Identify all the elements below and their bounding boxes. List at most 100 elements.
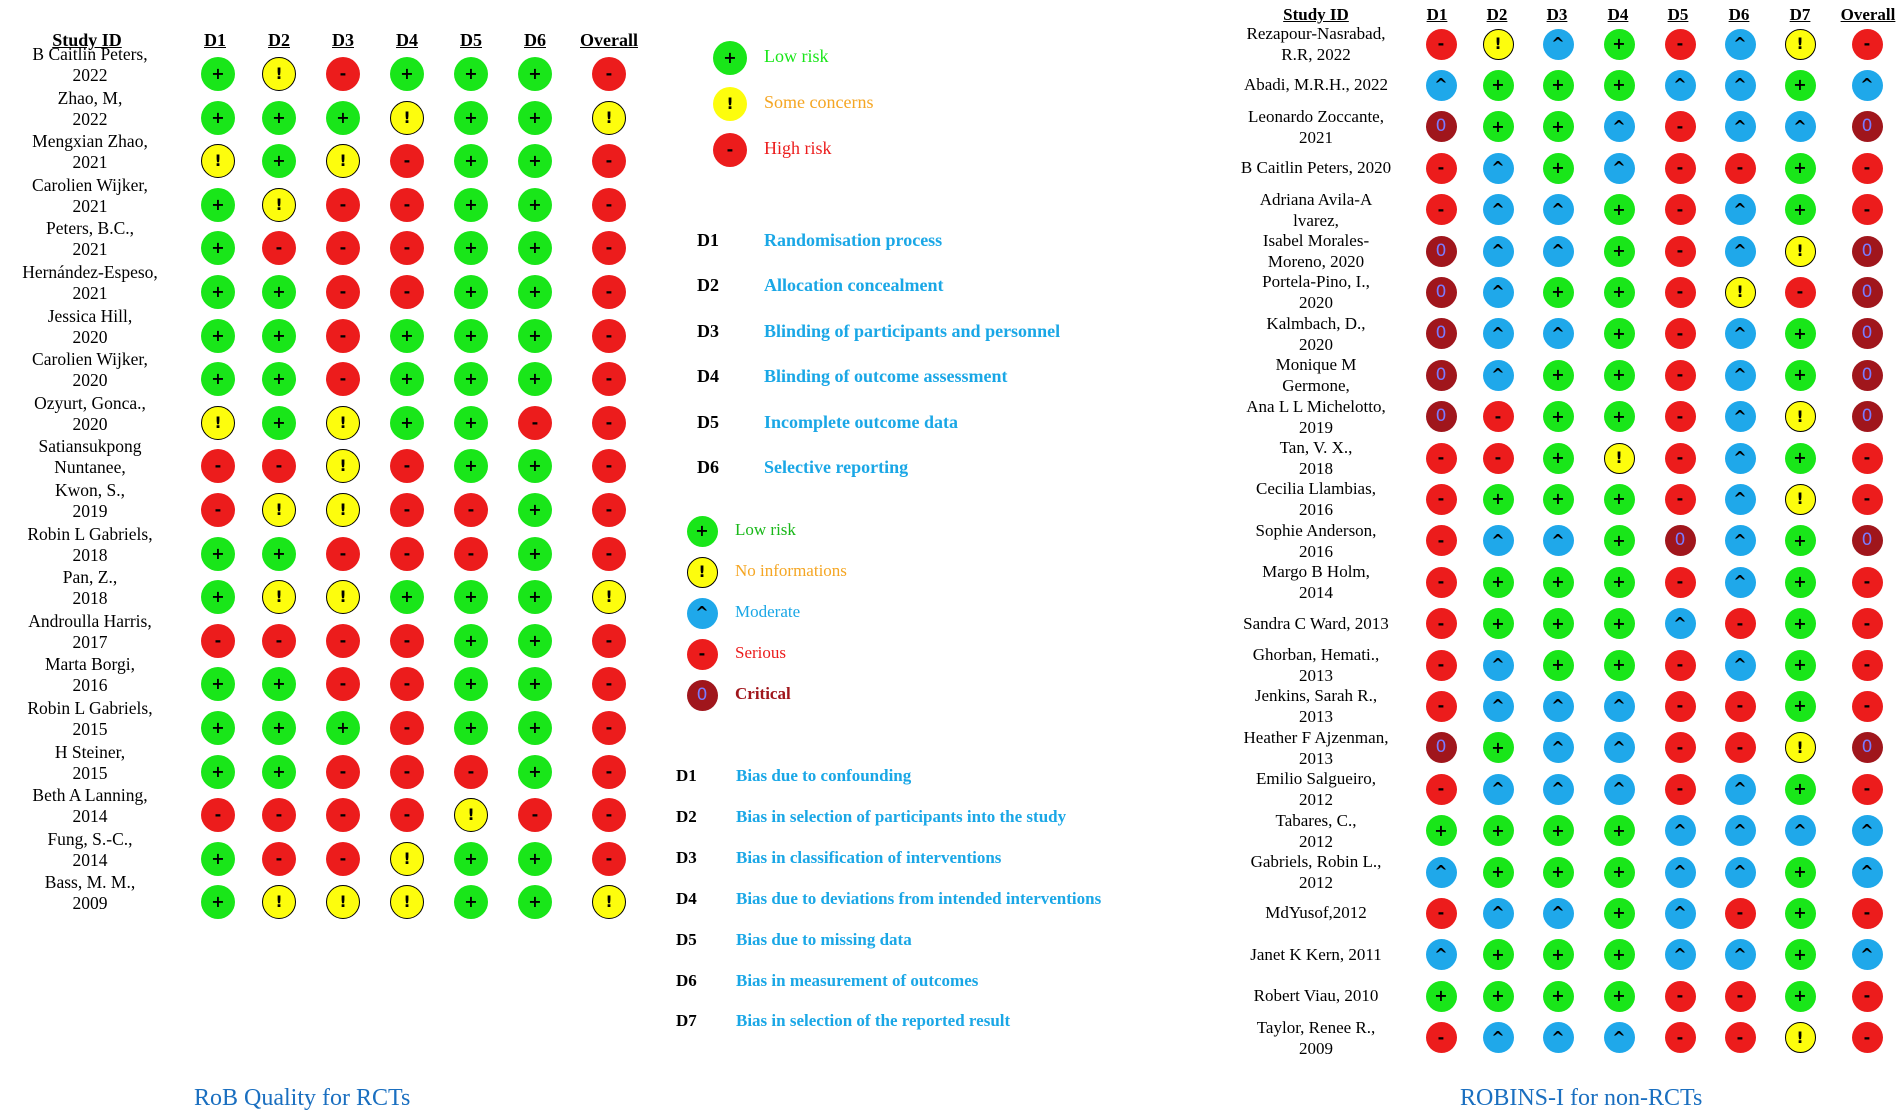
robins-judgement-dot: ^ [1603, 773, 1635, 805]
robins-judgement-dot: ^ [1724, 566, 1756, 598]
robins-judgement-dot: ! [1784, 401, 1816, 433]
robins-judgement-dot: - [1425, 442, 1457, 474]
robins-judgement-dot: - [1664, 773, 1696, 805]
robins-judgement-dot: - [1851, 773, 1883, 805]
robins-header-study-id: Study ID [1283, 5, 1349, 24]
robins-judgement-dot: 0 [1851, 359, 1883, 391]
robins-judgement-dot: + [1542, 608, 1574, 640]
rob-judgement-dot: + [262, 754, 296, 789]
robins-judgement-dot: ^ [1724, 856, 1756, 888]
robins-judgement-dot: - [1425, 773, 1457, 805]
robins-judgement-dot: + [1784, 359, 1816, 391]
rob-study-label: Carolien Wijker, 2021 [32, 174, 148, 216]
rob-judgement-dot: + [518, 362, 552, 397]
rob-judgement-dot: + [201, 100, 235, 135]
rob-domain-code: D6 [697, 457, 719, 477]
rob-judgement-dot: - [454, 754, 488, 789]
rob-study-label: Carolien Wijker, 2020 [32, 349, 148, 391]
robins-domain-code: D6 [676, 970, 697, 990]
rob-judgement-dot: ! [326, 405, 360, 440]
robins-judgement-dot: - [1425, 690, 1457, 722]
robins-judgement-dot: + [1603, 608, 1635, 640]
rob-judgement-dot: + [201, 667, 235, 702]
rob-judgement-dot: - [390, 493, 424, 527]
robins-judgement-dot: - [1851, 649, 1883, 681]
robins-judgement-dot: + [1784, 566, 1816, 598]
rob-judgement-dot: - [201, 493, 235, 527]
rob-judgement-dot: - [326, 536, 360, 571]
robins-study-label: Leonardo Zoccante, 2021 [1248, 106, 1384, 147]
rob-judgement-dot: + [518, 580, 552, 615]
robins-judgement-dot: - [1664, 401, 1696, 433]
robins-judgement-dot: 0 [1851, 401, 1883, 433]
rob-domain-label: Blinding of participants and personnel [764, 320, 1061, 341]
rob-header-d3: D3 [332, 30, 354, 50]
robins-judgement-dot: + [1542, 815, 1574, 847]
rob-judgement-dot: - [201, 449, 235, 484]
robins-header-d4: D4 [1607, 5, 1629, 24]
rob-study-label: Androulla Harris, 2017 [28, 610, 152, 652]
rob-judgement-dot: + [454, 187, 488, 222]
robins-study-label: Janet K Kern, 2011 [1250, 944, 1382, 964]
robins-judgement-dot: + [1603, 235, 1635, 267]
robins-legend-label: Serious [735, 643, 786, 662]
robins-caption: ROBINS-I for non-RCTs [1460, 1085, 1703, 1111]
robins-judgement-dot: ^ [1603, 1022, 1635, 1054]
rob-judgement-dot: ! [592, 100, 626, 135]
robins-study-label: Ana L L Michelotto, 2019 [1246, 396, 1386, 437]
rob-judgement-dot: + [518, 231, 552, 266]
rob-judgement-dot: ! [201, 144, 235, 179]
rob-judgement-dot: + [518, 449, 552, 484]
robins-judgement-dot: ^ [1542, 1022, 1574, 1054]
rob-judgement-dot: - [592, 231, 626, 266]
robins-judgement-dot: ! [1784, 28, 1816, 60]
robins-judgement-dot: - [1851, 690, 1883, 722]
rob-header-d1: D1 [204, 30, 226, 50]
rob-judgement-dot: - [326, 667, 360, 702]
rob-legend-l-icon: + [713, 41, 747, 75]
rob-judgement-dot: ! [262, 187, 296, 222]
robins-judgement-dot: ! [1603, 442, 1635, 474]
robins-judgement-dot: - [1425, 28, 1457, 60]
robins-domain-code: D5 [676, 929, 697, 949]
rob-domain-label: Randomisation process [764, 230, 943, 250]
rob-judgement-dot: - [390, 231, 424, 266]
robins-judgement-dot: ^ [1603, 111, 1635, 143]
robins-judgement-dot: 0 [1425, 318, 1457, 350]
robins-judgement-dot: ^ [1724, 69, 1756, 101]
robins-judgement-dot: + [1784, 69, 1816, 101]
rob-judgement-dot: - [592, 711, 626, 745]
rob-judgement-dot: - [592, 493, 626, 527]
rob-judgement-dot: + [390, 362, 424, 397]
rob-study-label: Zhao, M, 2022 [57, 87, 123, 129]
robins-judgement-dot: + [1542, 359, 1574, 391]
robins-judgement-dot: ^ [1664, 608, 1696, 640]
robins-study-label: Jenkins, Sarah R., 2013 [1254, 686, 1378, 727]
rob-study-label: Robin L Gabriels, 2015 [27, 698, 153, 739]
robins-judgement-dot: + [1784, 939, 1816, 971]
robins-study-label: Ghorban, Hemati., 2013 [1252, 645, 1380, 685]
rob-judgement-dot: + [390, 405, 424, 440]
rob-judgement-dot: ! [592, 885, 626, 920]
rob-judgement-dot: ! [390, 100, 424, 135]
rob-judgement-dot: + [454, 580, 488, 615]
rob-judgement-dot: + [262, 362, 296, 397]
robins-judgement-dot: ^ [1603, 152, 1635, 184]
robins-judgement-dot: 0 [1425, 401, 1457, 433]
rob-judgement-dot: ! [262, 493, 296, 527]
rob-caption: RoB Quality for RCTs [194, 1085, 411, 1111]
robins-judgement-dot: 0 [1425, 732, 1457, 764]
robins-judgement-dot: - [1851, 608, 1883, 640]
robins-judgement-dot: + [1482, 483, 1514, 515]
robins-judgement-dot: ^ [1482, 318, 1514, 350]
robins-judgement-dot: + [1784, 856, 1816, 888]
robins-domain-code: D7 [676, 1011, 697, 1031]
robins-judgement-dot: + [1542, 566, 1574, 598]
robins-judgement-dot: - [1851, 28, 1883, 60]
rob-judgement-dot: + [518, 493, 552, 527]
robins-judgement-dot: ^ [1664, 815, 1696, 847]
rob-judgement-dot: + [262, 144, 296, 179]
robins-judgement-dot: - [1724, 608, 1756, 640]
robins-judgement-dot: ^ [1851, 69, 1883, 101]
rob-study-label: Pan, Z., 2018 [62, 567, 118, 609]
